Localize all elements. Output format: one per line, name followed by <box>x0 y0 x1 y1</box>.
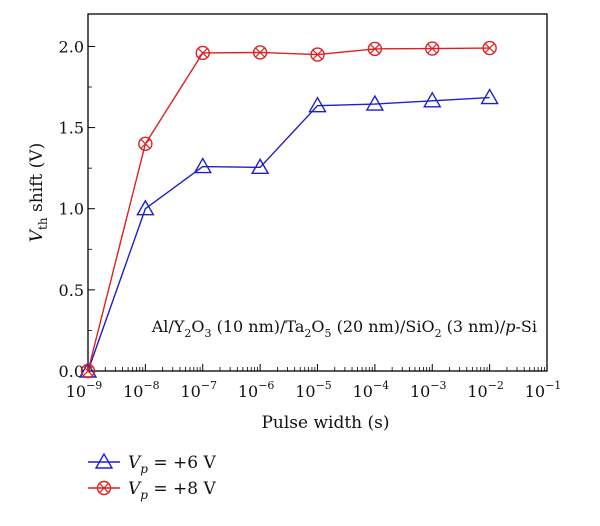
data-point-s1 <box>367 41 383 57</box>
x-tick-label: 10−2 <box>467 379 504 401</box>
x-tick-label: 10−8 <box>123 379 160 401</box>
series-line-0 <box>87 96 490 372</box>
y-tick-label: 2.0 <box>59 37 84 56</box>
data-point-s0 <box>423 91 442 108</box>
legend-marker-1 <box>96 480 112 496</box>
x-tick-label: 10−4 <box>353 379 390 401</box>
data-point-s1-cross <box>484 43 495 54</box>
data-point-s1 <box>138 136 153 152</box>
x-tick-label: 10−7 <box>180 379 217 401</box>
data-point-s0 <box>480 88 499 105</box>
data-point-s0 <box>250 157 270 175</box>
data-point-s1 <box>195 45 210 61</box>
legend-marker-0 <box>94 452 114 469</box>
series-line-1 <box>87 47 490 372</box>
x-tick-label: 10−5 <box>295 379 332 401</box>
data-point-s1-cross <box>427 43 438 54</box>
data-point-s1 <box>425 41 440 56</box>
data-point-s1 <box>252 45 268 60</box>
data-point-s1-cross <box>255 47 266 58</box>
data-point-s1-cross <box>312 49 323 60</box>
y-tick-label: 0.5 <box>59 281 84 300</box>
data-point-s0 <box>308 96 327 113</box>
x-axis-label: Pulse width (s) <box>261 413 389 433</box>
data-point-s1 <box>482 40 497 56</box>
data-point-s0 <box>193 157 212 174</box>
x-tick-label: 10−3 <box>410 379 447 401</box>
data-point-s1-cross <box>83 366 93 376</box>
data-point-s0 <box>136 199 155 216</box>
x-tick-label: 10−1 <box>525 379 562 401</box>
y-tick-label: 0.0 <box>59 362 84 381</box>
y-tick-label: 1.0 <box>59 200 84 219</box>
data-point-s1 <box>80 363 96 379</box>
data-point-s1-cross <box>369 43 380 54</box>
data-point-s0 <box>365 94 385 111</box>
x-tick-label: 10−6 <box>238 379 275 401</box>
stack-annotation: Al/Y2O3 (10 nm)/Ta2O5 (20 nm)/SiO2 (3 nm… <box>151 317 537 340</box>
data-point-s1-cross <box>140 138 151 149</box>
data-point-s1-cross <box>197 47 208 58</box>
legend-entry-0: Vp = +6 V <box>128 453 216 476</box>
legend-marker-1-cross <box>99 483 109 493</box>
y-tick-label: 1.5 <box>59 119 84 138</box>
legend-entry-1: Vp = +8 V <box>128 479 216 502</box>
x-tick-label: 10−9 <box>66 379 103 401</box>
data-point-s1 <box>310 47 325 62</box>
y-axis-label: Vth shift (V) <box>27 143 50 242</box>
